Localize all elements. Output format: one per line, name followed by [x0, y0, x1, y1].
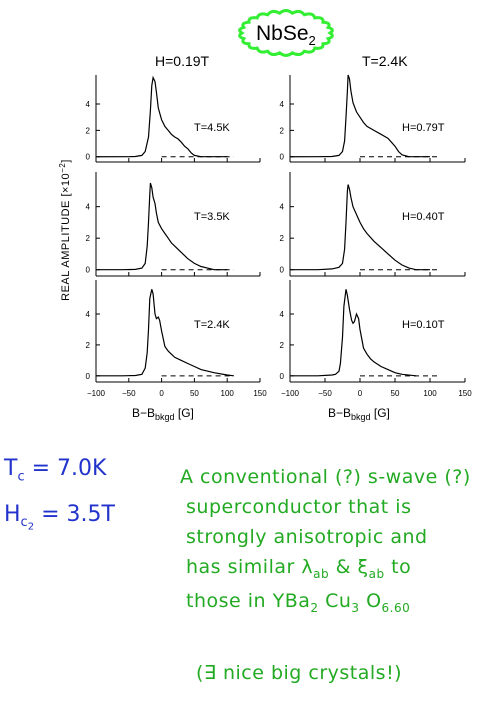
- x-tick-label: 50: [190, 389, 199, 398]
- y-tick-label: 0: [86, 372, 91, 381]
- panel-label: T=3.5K: [194, 211, 230, 223]
- x-tick-label: 0: [358, 389, 363, 398]
- panel-label: T=4.5K: [194, 122, 230, 134]
- y-tick-label: 0: [280, 266, 285, 275]
- left-column-header: H=0.19T: [155, 53, 210, 69]
- y-tick-label: 4: [86, 310, 91, 319]
- y-tick-label: 4: [280, 310, 285, 319]
- x-tick-label: −100: [281, 389, 300, 398]
- y-tick-label: 0: [86, 266, 91, 275]
- panels: 0 2 4 T=4.5K 0 2 4 T=3.5K 0 2 4 T=2.4K −100 −50 0 50 100…: [86, 74, 472, 398]
- x-tick-label: −50: [122, 389, 136, 398]
- y-tick-label: 4: [280, 100, 285, 109]
- right-column-header: T=2.4K: [362, 53, 408, 69]
- y-tick-label: 2: [280, 341, 285, 350]
- x-axis-label-right: B−Bbkgd [G]: [328, 406, 390, 422]
- panel-label: H=0.40T: [402, 211, 445, 223]
- y-tick-label: 2: [86, 126, 91, 135]
- y-tick-label: 0: [280, 153, 285, 162]
- x-tick-label: 150: [253, 389, 267, 398]
- title-text: NbSe2: [256, 22, 316, 48]
- y-tick-label: 2: [86, 341, 91, 350]
- note-line-3: strongly anisotropic and: [186, 526, 428, 548]
- x-tick-label: 150: [458, 389, 472, 398]
- x-tick-label: 100: [423, 389, 437, 398]
- y-tick-label: 4: [86, 203, 91, 212]
- note-line-6: (∃ nice big crystals!): [196, 662, 403, 684]
- y-axis-label: REAL AMPLITUDE [×10−2]: [58, 159, 72, 301]
- panel-1-2: 0 2 4 H=0.10T: [280, 280, 466, 383]
- y-tick-label: 2: [86, 234, 91, 243]
- title-badge: NbSe2: [238, 9, 334, 57]
- panel-label: H=0.10T: [402, 319, 445, 331]
- series-line: [95, 75, 228, 158]
- badge-scalloped-outline: [238, 9, 334, 57]
- y-tick-label: 2: [280, 234, 285, 243]
- note-line-1: A conventional (?) s-wave (?): [180, 466, 471, 488]
- panel-0-1: 0 2 4 T=3.5K: [86, 172, 261, 277]
- x-tick-label: −50: [318, 389, 332, 398]
- x-axis-label-left: B−Bbkgd [G]: [132, 406, 194, 422]
- series-line: [95, 289, 234, 377]
- series-line: [289, 184, 430, 271]
- y-tick-label: 2: [280, 126, 285, 135]
- x-tick-label: 0: [159, 389, 164, 398]
- panel-1-0: 0 2 4 H=0.79T: [280, 74, 466, 163]
- panel-label: H=0.79T: [402, 122, 445, 134]
- hc2-note: Hc2 = 3.5T: [4, 502, 115, 533]
- note-line-5: those in YBa2 Cu3 O6.60: [186, 590, 411, 615]
- x-tick-label: −100: [87, 389, 106, 398]
- note-line-4: has similar λab & ξab to: [186, 556, 412, 581]
- series-line: [95, 182, 228, 271]
- panel-1-1: 0 2 4 H=0.40T: [280, 172, 466, 277]
- series-line: [289, 74, 430, 158]
- tc-note: Tc = 7.0K: [4, 456, 107, 485]
- y-tick-label: 4: [86, 100, 91, 109]
- x-tick-label: 100: [221, 389, 235, 398]
- note-line-2: superconductor that is: [186, 496, 412, 518]
- x-tick-label: 50: [391, 389, 400, 398]
- y-tick-label: 0: [86, 153, 91, 162]
- y-tick-label: 4: [280, 203, 285, 212]
- series-line: [289, 289, 417, 377]
- panel-label: T=2.4K: [194, 319, 230, 331]
- panel-0-2: 0 2 4 T=2.4K: [86, 280, 261, 383]
- panel-0-0: 0 2 4 T=4.5K: [86, 75, 261, 163]
- y-tick-label: 0: [280, 372, 285, 381]
